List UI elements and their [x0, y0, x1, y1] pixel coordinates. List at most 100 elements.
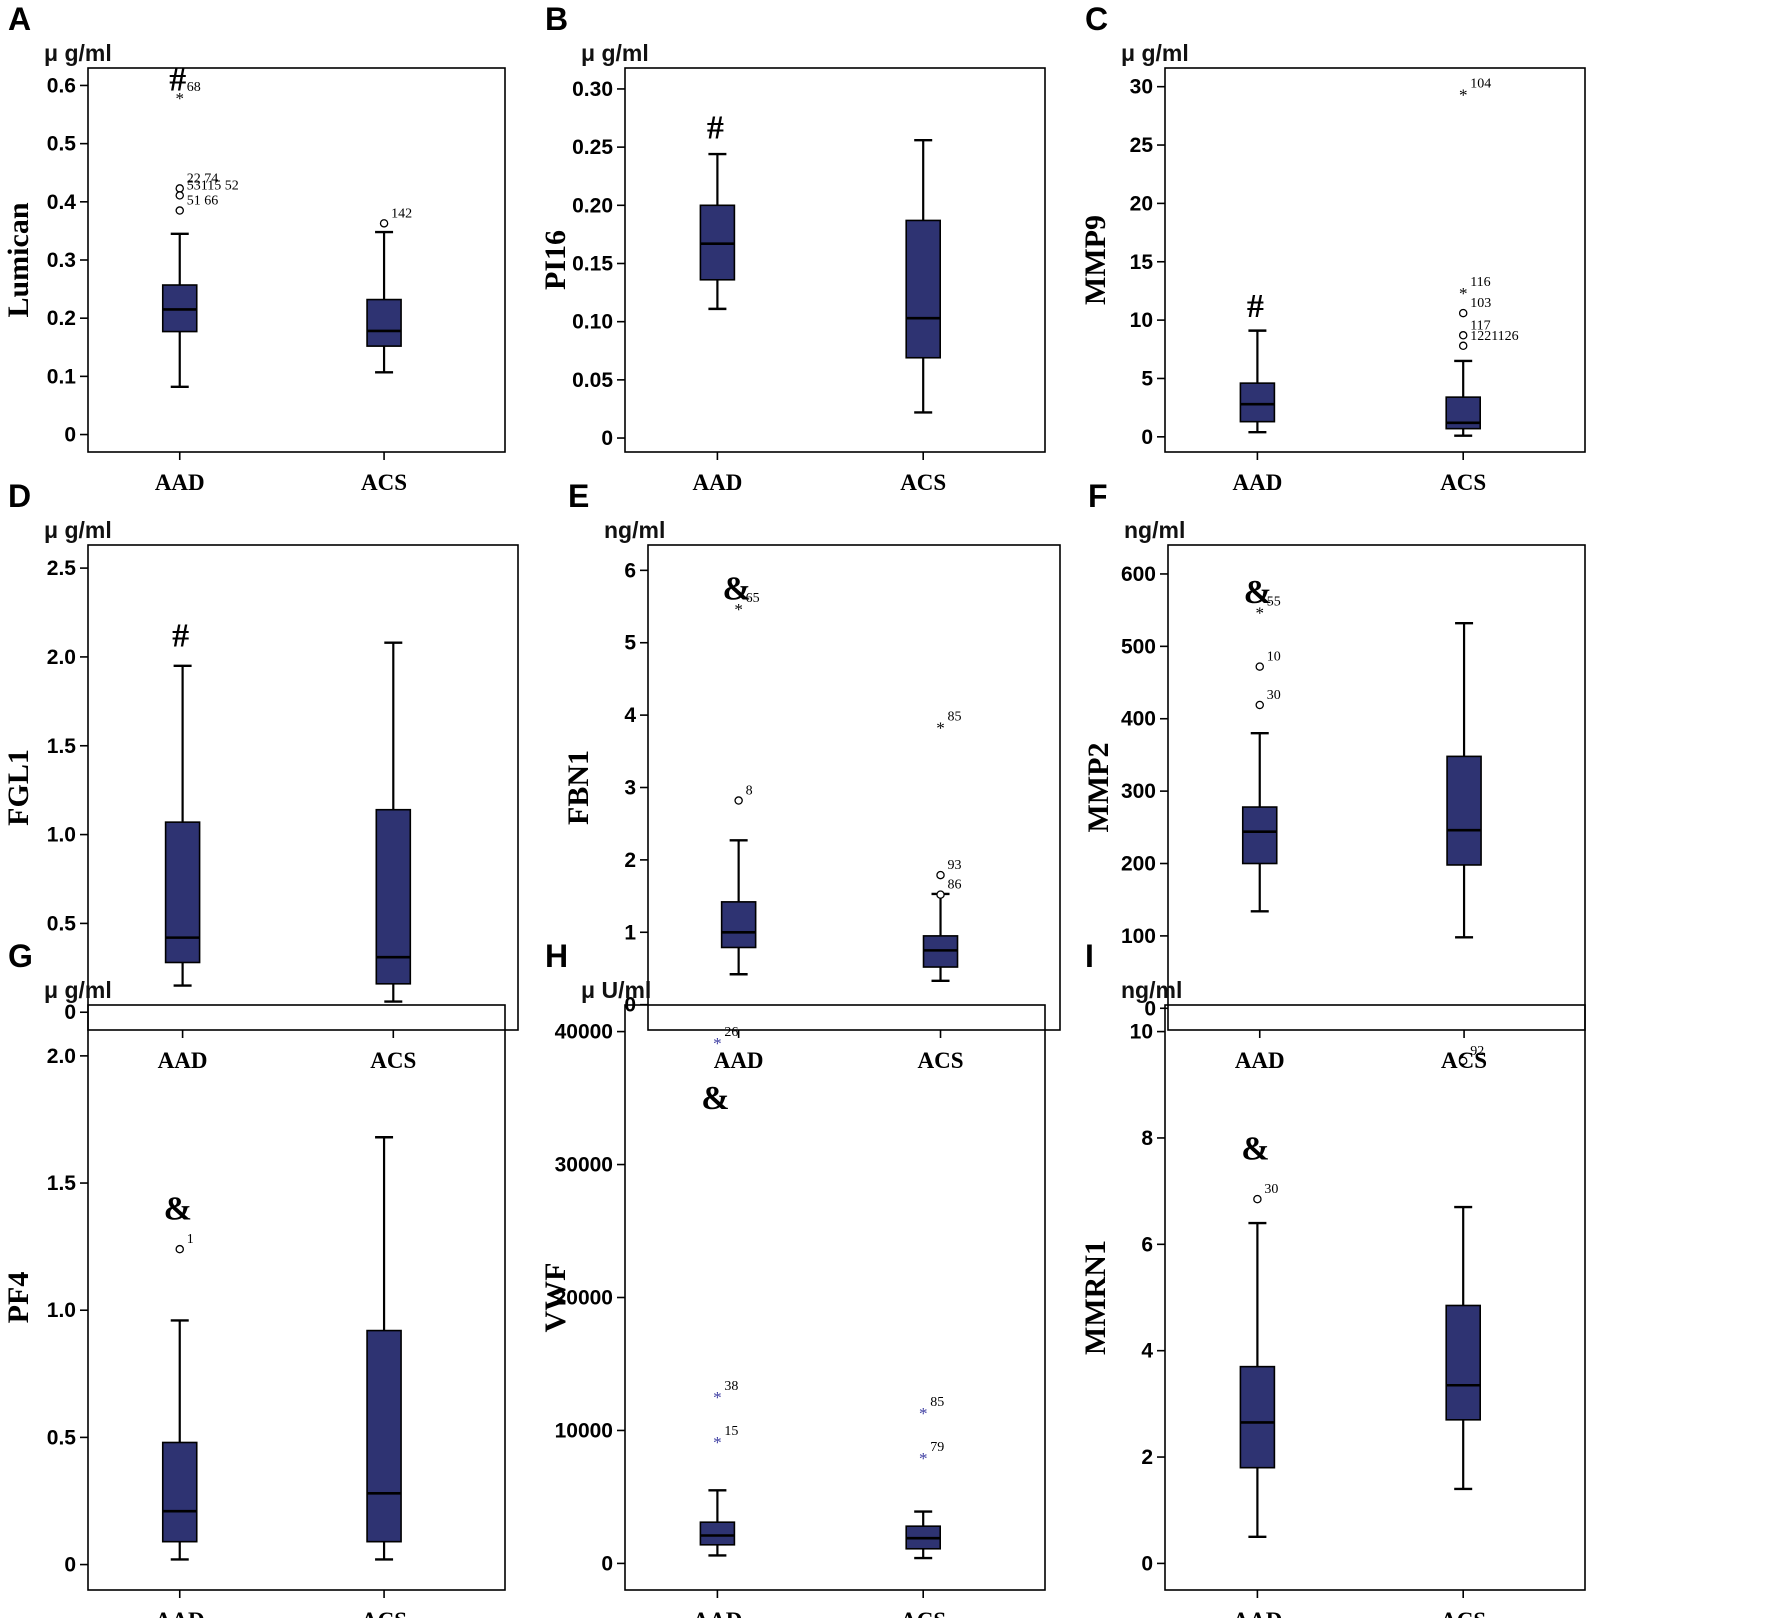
- significance-mark: &: [701, 1080, 729, 1117]
- outlier-label: 103: [1470, 296, 1491, 311]
- y-tick-label: 6: [624, 559, 636, 582]
- y-tick-label: 0: [1144, 997, 1156, 1020]
- x-category-label-aad: AAD: [1235, 1048, 1285, 1073]
- outlier-circle: [1458, 341, 1468, 351]
- box-aad: [720, 901, 757, 949]
- x-category-label-aad: AAD: [714, 1048, 764, 1073]
- y-tick-label: 0.30: [572, 78, 613, 101]
- x-category-label-aad: AAD: [692, 470, 742, 495]
- y-tick-label: 25: [1130, 134, 1154, 157]
- y-tick-label: 2.0: [47, 646, 76, 669]
- outlier-circle: [734, 796, 743, 805]
- y-tick-label: 1: [624, 921, 636, 944]
- y-tick-label: 600: [1121, 563, 1156, 586]
- outlier-star: *: [713, 1034, 722, 1053]
- panel-letter-b: B: [545, 1, 568, 37]
- outlier-label: 53115 52: [187, 178, 239, 193]
- y-tick-label: 5: [624, 632, 636, 655]
- outlier-star: *: [1459, 284, 1468, 303]
- unit-label-f: ng/ml: [1124, 517, 1185, 543]
- unit-label-b: μ g/ml: [581, 40, 649, 66]
- outlier-circle: [175, 191, 184, 200]
- significance-mark: &: [164, 1190, 192, 1227]
- y-tick-label: 1.5: [47, 735, 77, 758]
- panel-letter-h: H: [545, 938, 568, 974]
- box-aad: [1241, 806, 1278, 865]
- outlier-circle: [175, 184, 184, 193]
- significance-mark: #: [172, 618, 189, 655]
- outlier-label: 116: [1470, 275, 1490, 290]
- panel-letter-c: C: [1085, 1, 1108, 37]
- outlier-label: 93: [948, 858, 962, 873]
- y-axis-label-g: PF4: [2, 1272, 35, 1324]
- y-tick-label: 500: [1121, 635, 1156, 658]
- x-category-label-acs: ACS: [1440, 1608, 1486, 1618]
- unit-label-i: ng/ml: [1121, 977, 1182, 1003]
- y-tick-label: 0.25: [572, 136, 613, 159]
- outlier-star: *: [713, 1433, 722, 1452]
- x-category-label-acs: ACS: [370, 1048, 416, 1073]
- outlier-star: *: [936, 719, 945, 738]
- y-tick-label: 1.0: [47, 824, 76, 847]
- x-category-label-aad: AAD: [692, 1608, 742, 1618]
- outlier-label: 30: [1267, 688, 1281, 703]
- y-tick-label: 0: [1141, 1552, 1153, 1575]
- outlier-star: *: [1255, 604, 1264, 623]
- box-aad: [1239, 1365, 1276, 1469]
- y-tick-label: 0.20: [572, 194, 613, 217]
- outlier-circle: [1458, 1056, 1468, 1066]
- outlier-label: 15: [724, 1424, 738, 1439]
- outlier-circle: [1253, 1194, 1262, 1204]
- y-tick-label: 0: [64, 1001, 76, 1024]
- box-acs: [366, 298, 402, 347]
- y-tick-label: 10: [1130, 309, 1153, 332]
- box-aad: [164, 821, 201, 964]
- y-tick-label: 40000: [555, 1021, 613, 1044]
- y-axis-label-c: MMP9: [1079, 215, 1112, 305]
- y-tick-label: 2: [1141, 1446, 1153, 1469]
- outlier-label: 142: [391, 206, 412, 221]
- unit-label-g: μ g/ml: [44, 977, 112, 1003]
- outlier-label: 1221126: [1470, 329, 1518, 344]
- y-tick-label: 20: [1130, 192, 1153, 215]
- unit-label-c: μ g/ml: [1121, 40, 1189, 66]
- plot-frame-c: [1164, 67, 1586, 453]
- plot-frame-g: [87, 1004, 506, 1591]
- y-tick-label: 400: [1121, 708, 1156, 731]
- y-tick-label: 8: [1141, 1127, 1153, 1150]
- box-aad: [1239, 382, 1276, 423]
- y-tick-label: 0.2: [47, 307, 76, 330]
- outlier-label: 38: [724, 1379, 738, 1394]
- plot-frame-b: [624, 67, 1046, 453]
- significance-mark: #: [707, 109, 724, 146]
- outlier-circle: [1255, 700, 1264, 710]
- box-acs: [375, 808, 412, 985]
- y-tick-label: 0.4: [47, 191, 77, 214]
- y-tick-label: 30000: [555, 1154, 613, 1177]
- outlier-label: 22 74: [187, 171, 219, 186]
- unit-label-e: ng/ml: [604, 517, 665, 543]
- unit-label-a: μ g/ml: [44, 40, 112, 66]
- panel-letter-e: E: [568, 478, 589, 514]
- outlier-circle: [379, 219, 389, 228]
- plot-frame-e: [647, 544, 1061, 1031]
- y-tick-label: 0.5: [47, 133, 77, 156]
- plot-frame-d: [87, 544, 519, 1031]
- y-axis-label-b: PI16: [539, 230, 572, 290]
- x-category-label-acs: ACS: [1440, 470, 1486, 495]
- outlier-circle: [175, 1244, 184, 1254]
- outlier-label: 1: [187, 1232, 194, 1247]
- y-tick-label: 20000: [555, 1287, 613, 1310]
- y-tick-label: 0: [601, 427, 613, 450]
- plot-frame-a: [87, 67, 506, 453]
- y-tick-label: 5: [1141, 367, 1153, 390]
- plot-frame-i: [1164, 1004, 1586, 1591]
- y-tick-label: 2.5: [47, 557, 77, 580]
- y-axis-label-h: VWF: [539, 1263, 572, 1333]
- outlier-label: 79: [930, 1440, 944, 1455]
- outlier-label: 8: [746, 784, 753, 799]
- outlier-circle: [936, 890, 945, 899]
- y-tick-label: 2: [624, 849, 636, 872]
- x-category-label-aad: AAD: [1232, 1608, 1282, 1618]
